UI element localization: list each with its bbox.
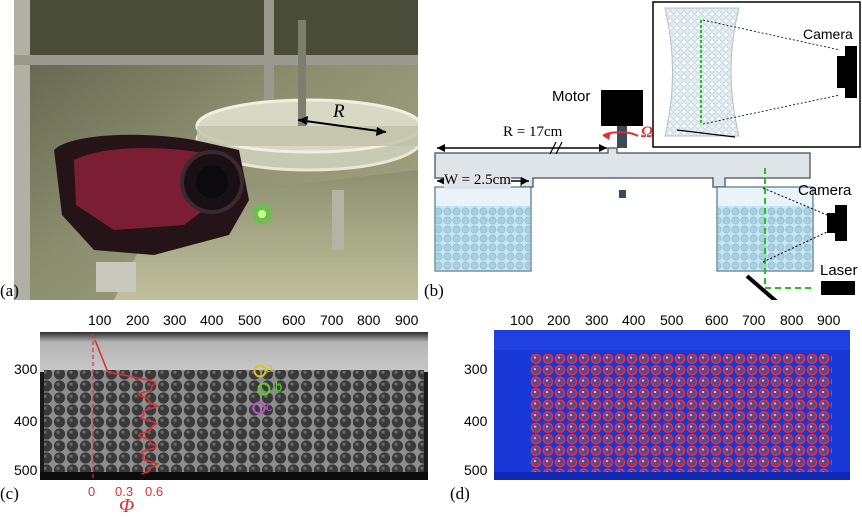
- marker-label-c: c: [266, 399, 273, 414]
- c-xtick-100: 100: [88, 312, 112, 328]
- r-label-photo: R: [333, 101, 345, 122]
- marker-circle-c: [252, 401, 266, 415]
- camera-side-label: Camera: [798, 182, 852, 199]
- d-ytick-400: 400: [464, 413, 488, 429]
- d-xtick-700: 700: [742, 312, 766, 328]
- detection-image: [494, 330, 850, 480]
- d-xtick-100: 100: [510, 312, 534, 328]
- d-ytick-500: 500: [464, 462, 488, 478]
- panel-label-b: (b): [424, 281, 444, 300]
- c-ytick-300: 300: [14, 361, 38, 377]
- d-xtick-600: 600: [705, 312, 729, 328]
- motor-label: Motor: [552, 88, 591, 105]
- panel-label-d: (d): [450, 484, 470, 503]
- marker-circle-a: [253, 364, 267, 378]
- d-xtick-500: 500: [660, 312, 684, 328]
- c-xtick-500: 500: [238, 312, 262, 328]
- c-xtick-400: 400: [200, 312, 224, 328]
- laser-label: Laser: [820, 262, 858, 279]
- phi-axis-label: Φ: [119, 495, 135, 517]
- radius-label: R = 17cm: [503, 124, 563, 140]
- grayscale-image: [40, 332, 428, 480]
- phi-tick-0-3: 0.3: [115, 484, 134, 499]
- schematic-panel-b: [425, 0, 862, 304]
- width-label: W = 2.5cm: [444, 172, 511, 189]
- probe-markers: [252, 364, 271, 415]
- marker-label-b: b: [275, 379, 283, 394]
- marker-label-a: a: [266, 360, 274, 375]
- panel-label-a: (a): [0, 281, 19, 300]
- phi-tick-0-6: 0.6: [145, 484, 164, 499]
- c-ytick-400: 400: [14, 413, 38, 429]
- schematic-diagram: [434, 1, 861, 304]
- d-xtick-800: 800: [780, 312, 804, 328]
- c-xtick-900: 900: [395, 312, 419, 328]
- marker-circle-b: [257, 382, 271, 396]
- photo-panel-a: [14, 0, 423, 300]
- d-xtick-900: 900: [817, 312, 841, 328]
- omega-label: Ω: [641, 124, 653, 141]
- c-ytick-500: 500: [14, 462, 38, 478]
- c-xtick-200: 200: [126, 312, 150, 328]
- detected-particles: [494, 330, 850, 480]
- panel-c-xticks: 100 200 300 400 500 600 700 800 900: [0, 312, 430, 332]
- c-xtick-300: 300: [163, 312, 187, 328]
- phi-tick-0: 0: [88, 484, 96, 499]
- c-xtick-700: 700: [320, 312, 344, 328]
- d-xtick-400: 400: [622, 312, 646, 328]
- grayscale-particles: [40, 332, 428, 480]
- panel-label-c: (c): [0, 484, 19, 503]
- apparatus-photo: [14, 0, 423, 300]
- c-xtick-600: 600: [282, 312, 306, 328]
- d-xtick-200: 200: [547, 312, 571, 328]
- d-ytick-300: 300: [464, 361, 488, 377]
- c-xtick-800: 800: [357, 312, 381, 328]
- d-xtick-300: 300: [585, 312, 609, 328]
- panel-d-xticks: 100 200 300 400 500 600 700 800 900: [430, 312, 862, 332]
- camera-inset-label: Camera: [803, 26, 853, 42]
